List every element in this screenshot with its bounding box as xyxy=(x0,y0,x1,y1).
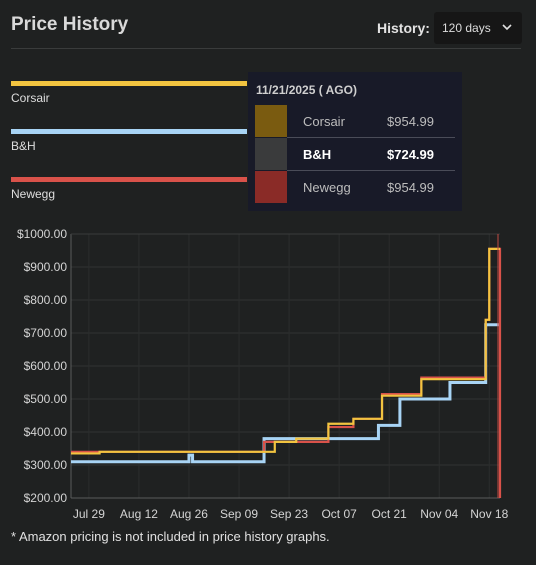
x-tick-label: Nov 18 xyxy=(470,507,508,521)
legend-item-corsair[interactable]: Corsair xyxy=(11,81,247,105)
legend-label: Corsair xyxy=(11,91,50,105)
series-line-corsair xyxy=(71,247,500,455)
legend-item-newegg[interactable]: Newegg xyxy=(11,177,247,201)
history-range-value: 120 days xyxy=(442,21,491,35)
y-tick-label: $800.00 xyxy=(24,293,68,307)
tooltip-name: Newegg xyxy=(303,180,351,195)
tooltip-price: $954.99 xyxy=(387,180,434,195)
x-tick-label: Jul 29 xyxy=(73,507,105,521)
legend-swatch xyxy=(11,129,247,134)
history-label: History: xyxy=(377,20,430,36)
legend-label: B&H xyxy=(11,139,36,153)
y-tick-label: $900.00 xyxy=(24,260,68,274)
legend-swatch xyxy=(11,177,247,182)
y-tick-label: $700.00 xyxy=(24,326,68,340)
legend-item-bh[interactable]: B&H xyxy=(11,129,247,153)
header-divider xyxy=(11,48,521,49)
y-tick-label: $600.00 xyxy=(24,359,68,373)
tooltip-swatch xyxy=(255,171,287,203)
chart-tooltip: 11/21/2025 ( AGO) Corsair $954.99 B&H $7… xyxy=(248,72,462,211)
x-tick-label: Oct 21 xyxy=(371,507,407,521)
x-tick-label: Oct 07 xyxy=(321,507,357,521)
x-tick-label: Sep 09 xyxy=(220,507,258,521)
x-tick-label: Aug 26 xyxy=(170,507,208,521)
tooltip-row-corsair: Corsair $954.99 xyxy=(255,105,455,137)
legend-label: Newegg xyxy=(11,187,56,201)
chevron-down-icon xyxy=(502,24,512,31)
footnote: * Amazon pricing is not included in pric… xyxy=(11,529,330,544)
y-tick-label: $300.00 xyxy=(24,458,68,472)
tooltip-swatch xyxy=(255,105,287,137)
y-tick-label: $1000.00 xyxy=(17,227,67,241)
tooltip-row-newegg: Newegg $954.99 xyxy=(255,171,455,203)
page-title: Price History xyxy=(11,14,129,35)
tooltip-separator xyxy=(287,170,455,171)
x-tick-label: Sep 23 xyxy=(270,507,308,521)
y-tick-label: $200.00 xyxy=(24,491,68,505)
tooltip-name: Corsair xyxy=(303,114,345,129)
tooltip-date: 11/21/2025 ( AGO) xyxy=(256,83,357,97)
series-line-bh xyxy=(71,323,500,464)
y-tick-label: $400.00 xyxy=(24,425,68,439)
x-tick-label: Aug 12 xyxy=(120,507,158,521)
y-tick-label: $500.00 xyxy=(24,392,68,406)
legend-swatch xyxy=(11,81,247,86)
tooltip-price: $954.99 xyxy=(387,114,434,129)
history-range-select[interactable]: 120 days xyxy=(434,12,522,44)
tooltip-swatch xyxy=(255,138,287,170)
price-history-chart[interactable]: $1000.00 $900.00 $800.00 $700.00 $600.00 $500… xyxy=(0,222,536,522)
tooltip-row-bh: B&H $724.99 xyxy=(255,138,455,170)
x-tick-label: Nov 04 xyxy=(420,507,458,521)
tooltip-name: B&H xyxy=(303,147,332,162)
tooltip-price: $724.99 xyxy=(387,147,434,162)
tooltip-separator xyxy=(287,137,455,138)
